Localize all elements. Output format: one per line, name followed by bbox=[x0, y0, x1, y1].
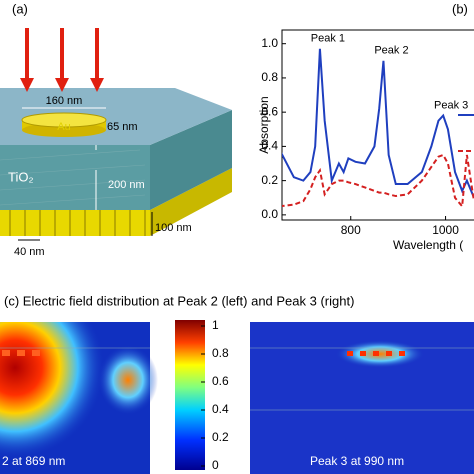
colorbar-tick-label: 1 bbox=[212, 318, 219, 332]
field-map bbox=[0, 322, 474, 474]
peak-label: Peak 1 bbox=[311, 33, 345, 45]
peak-label: Peak 3 bbox=[434, 99, 468, 111]
map-caption: 2 at 869 nm bbox=[2, 454, 65, 468]
peak-label: Peak 2 bbox=[374, 45, 408, 57]
dimension-label: 65 nm bbox=[107, 121, 138, 133]
colorbar-tick-label: 0.6 bbox=[212, 374, 229, 388]
panel-title: (c) Electric field distribution at Peak … bbox=[4, 293, 354, 308]
map-caption: Peak 3 at 990 nm bbox=[310, 454, 404, 468]
x-tick-label: 1000 bbox=[432, 223, 459, 237]
material-label: TiO₂ bbox=[8, 169, 34, 184]
dimension-label: 100 nm bbox=[155, 222, 192, 234]
y-tick-label: 0.8 bbox=[261, 70, 278, 84]
colorbar-tick-label: 0.2 bbox=[212, 430, 229, 444]
y-tick-label: 0.2 bbox=[261, 173, 278, 187]
colorbar bbox=[175, 320, 205, 470]
series-line bbox=[282, 153, 474, 209]
y-tick-label: 0.0 bbox=[261, 207, 278, 221]
colorbar-tick-label: 0 bbox=[212, 458, 219, 472]
dimension-label: 200 nm bbox=[108, 179, 145, 191]
structure-diagram bbox=[0, 28, 232, 241]
dimension-label: 160 nm bbox=[46, 95, 83, 107]
series-line bbox=[282, 48, 474, 199]
panel-label: (a) bbox=[12, 1, 28, 16]
x-axis-label: Wavelength ( bbox=[393, 238, 463, 252]
y-tick-label: 1.0 bbox=[261, 36, 278, 50]
colorbar-tick-label: 0.8 bbox=[212, 346, 229, 360]
plot-frame bbox=[281, 29, 474, 221]
material-label: Au bbox=[57, 121, 70, 133]
colorbar-tick-label: 0.4 bbox=[212, 402, 229, 416]
dimension-label: 40 nm bbox=[14, 246, 45, 258]
y-tick-label: 0.4 bbox=[261, 139, 278, 153]
y-axis-label: Absorption bbox=[257, 96, 271, 153]
x-tick-label: 800 bbox=[341, 223, 361, 237]
y-tick-label: 0.6 bbox=[261, 104, 278, 118]
panel-label: (b) bbox=[452, 1, 468, 16]
